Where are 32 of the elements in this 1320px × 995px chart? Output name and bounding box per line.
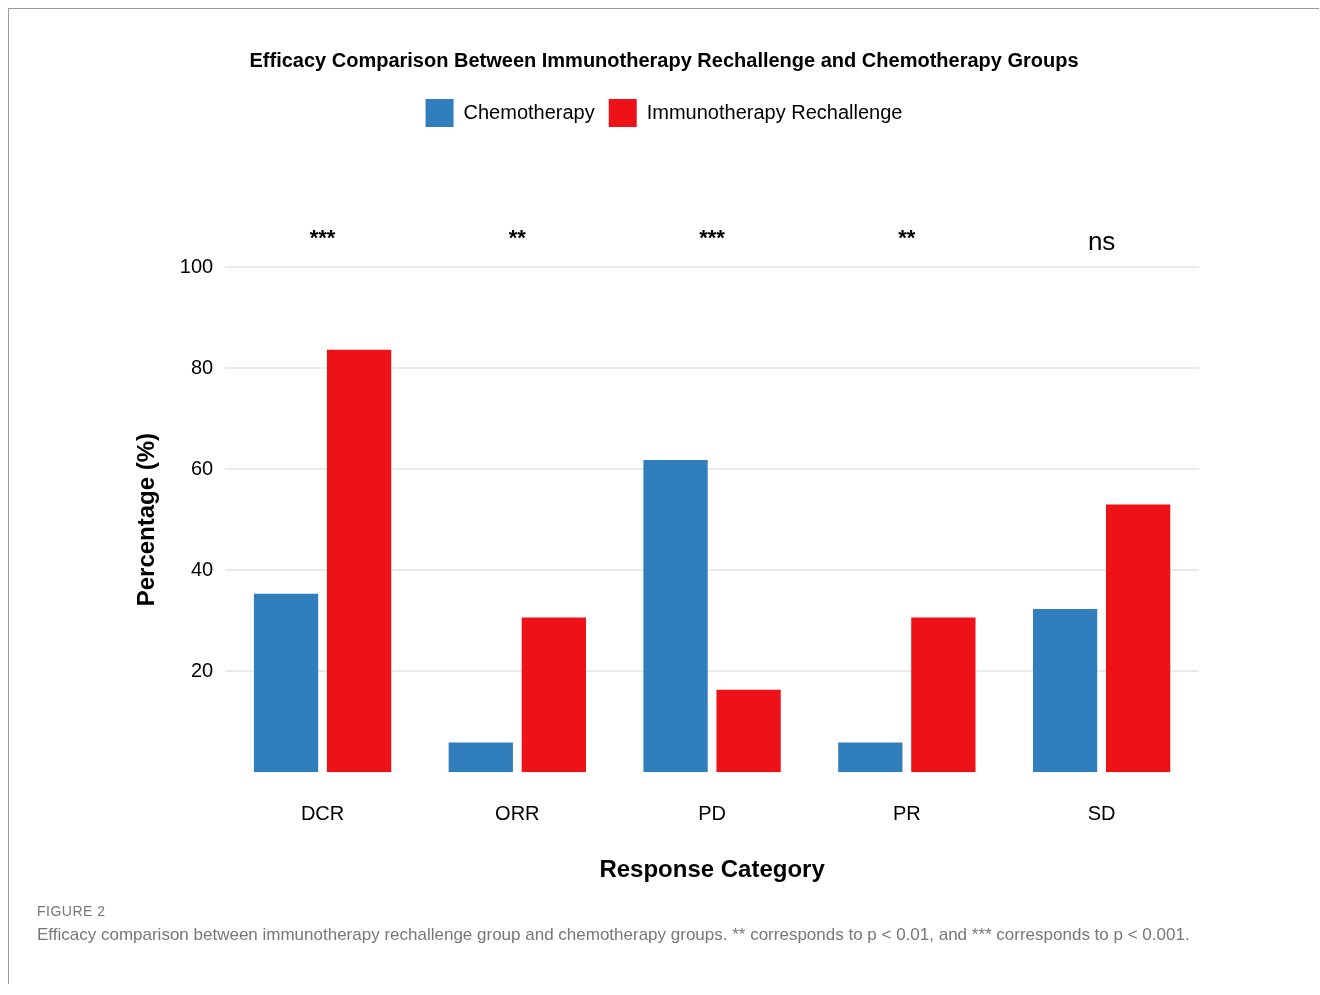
bar <box>838 742 903 773</box>
bar <box>911 617 976 773</box>
y-tick-label: 40 <box>190 557 214 580</box>
x-tick-label: ORR <box>495 801 540 824</box>
caption: FIGURE 2 <box>37 902 107 921</box>
bar <box>1032 609 1098 773</box>
bar <box>521 617 586 773</box>
bar <box>643 459 708 773</box>
text: *** <box>309 225 336 251</box>
x-tick-label: PD <box>698 801 726 824</box>
text: *** <box>699 225 726 251</box>
text: ** <box>508 225 527 251</box>
text: ns <box>1087 226 1116 257</box>
bar <box>716 689 781 773</box>
x-axis-title: Response Category <box>599 855 826 883</box>
legend-label: Immunotherapy Rechallenge <box>646 100 903 123</box>
bar <box>253 593 319 773</box>
y-tick-label: 100 <box>179 254 214 277</box>
chart-title: Efficacy Comparison Between Immunotherapy Rechallenge and Chemotherapy Groups <box>249 48 1079 71</box>
bar <box>326 349 392 773</box>
text: ** <box>898 225 916 251</box>
bar <box>1106 504 1171 773</box>
y-tick-label: 80 <box>190 355 214 378</box>
bar <box>448 742 513 773</box>
y-tick-label: 60 <box>190 456 214 479</box>
legend-label: Chemotherapy <box>463 100 595 123</box>
y-axis-title: Percentage (%) <box>132 432 160 607</box>
x-tick-label: DCR <box>300 801 345 824</box>
x-tick-label: SD <box>1087 801 1116 824</box>
y-tick-label: 20 <box>190 658 214 681</box>
x-tick-label: PR <box>892 801 921 824</box>
text: Efficacy comparison between immunotherapy rechallenge group and chemotherapy groups. ** corresponds to p < 0.01, and *** corresponds to p < 0.001. <box>37 924 1191 946</box>
